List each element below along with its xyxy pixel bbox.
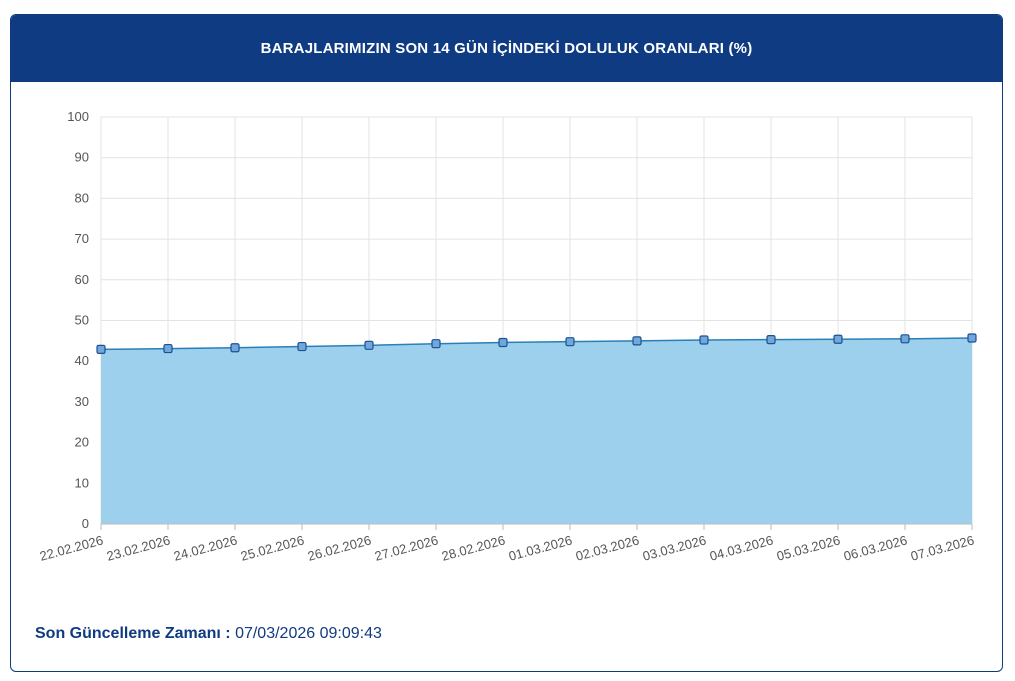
series-area: [101, 338, 972, 524]
x-tick-label: 25.02.2026: [239, 532, 306, 563]
x-tick-label: 24.02.2026: [172, 532, 239, 563]
last-update-value: 07/03/2026 09:09:43: [235, 625, 382, 642]
fill-rate-chart: 0 10 20 30 40 50 60 70 80 90 100 22.02.2026 23.02.20…: [38, 109, 977, 564]
y-tick-label: 20: [75, 435, 89, 450]
y-tick-label: 50: [75, 313, 89, 328]
x-tick-label: 05.03.2026: [775, 532, 842, 563]
chart-header: BARAJLARIMIZIN SON 14 GÜN İÇİNDEKİ DOLUL…: [11, 15, 1002, 82]
data-point: [699, 335, 709, 345]
x-tick-label: 22.02.2026: [38, 532, 105, 563]
data-point: [967, 333, 977, 343]
data-point: [632, 336, 642, 346]
y-tick-label: 90: [75, 150, 89, 165]
y-tick-label: 40: [75, 353, 89, 368]
y-tick-label: 80: [75, 190, 89, 205]
data-point: [230, 343, 240, 353]
data-point: [766, 335, 776, 345]
x-tick-label: 03.03.2026: [641, 532, 708, 563]
x-tick-label: 06.03.2026: [842, 532, 909, 563]
x-tick-label: 04.03.2026: [708, 532, 775, 563]
x-tick-label: 07.03.2026: [909, 532, 976, 563]
y-tick-label: 10: [75, 475, 89, 490]
series-line: [100, 337, 973, 351]
data-point: [297, 341, 307, 352]
x-tick-label: 28.02.2026: [440, 532, 507, 563]
chart-area: 0 10 20 30 40 50 60 70 80 90 100 22.02.2026 23.02.20…: [11, 82, 1002, 602]
x-tick-label: 27.02.2026: [373, 532, 440, 563]
chart-title: BARAJLARIMIZIN SON 14 GÜN İÇİNDEKİ DOLUL…: [260, 40, 753, 57]
data-point: [431, 339, 441, 349]
data-point: [364, 340, 374, 350]
chart-card: BARAJLARIMIZIN SON 14 GÜN İÇİNDEKİ DOLUL…: [10, 14, 1003, 672]
data-point: [900, 334, 910, 344]
data-point: [833, 334, 843, 344]
last-update: Son Güncelleme Zamanı : 07/03/2026 09:09…: [35, 625, 382, 643]
last-update-label: Son Güncelleme Zamanı :: [35, 625, 231, 642]
y-tick-label: 100: [67, 109, 89, 124]
data-point: [565, 337, 575, 347]
y-tick-label: 60: [75, 272, 89, 287]
data-point: [498, 337, 508, 348]
x-tick-label: 02.03.2026: [574, 532, 641, 563]
x-tick-label: 26.02.2026: [306, 532, 373, 563]
data-point: [96, 344, 106, 354]
x-tick-label: 23.02.2026: [105, 532, 172, 563]
y-tick-label: 0: [82, 516, 89, 531]
y-tick-label: 30: [75, 394, 89, 409]
x-tick-label: 01.03.2026: [507, 532, 574, 563]
data-point: [163, 343, 173, 354]
y-tick-label: 70: [75, 231, 89, 246]
